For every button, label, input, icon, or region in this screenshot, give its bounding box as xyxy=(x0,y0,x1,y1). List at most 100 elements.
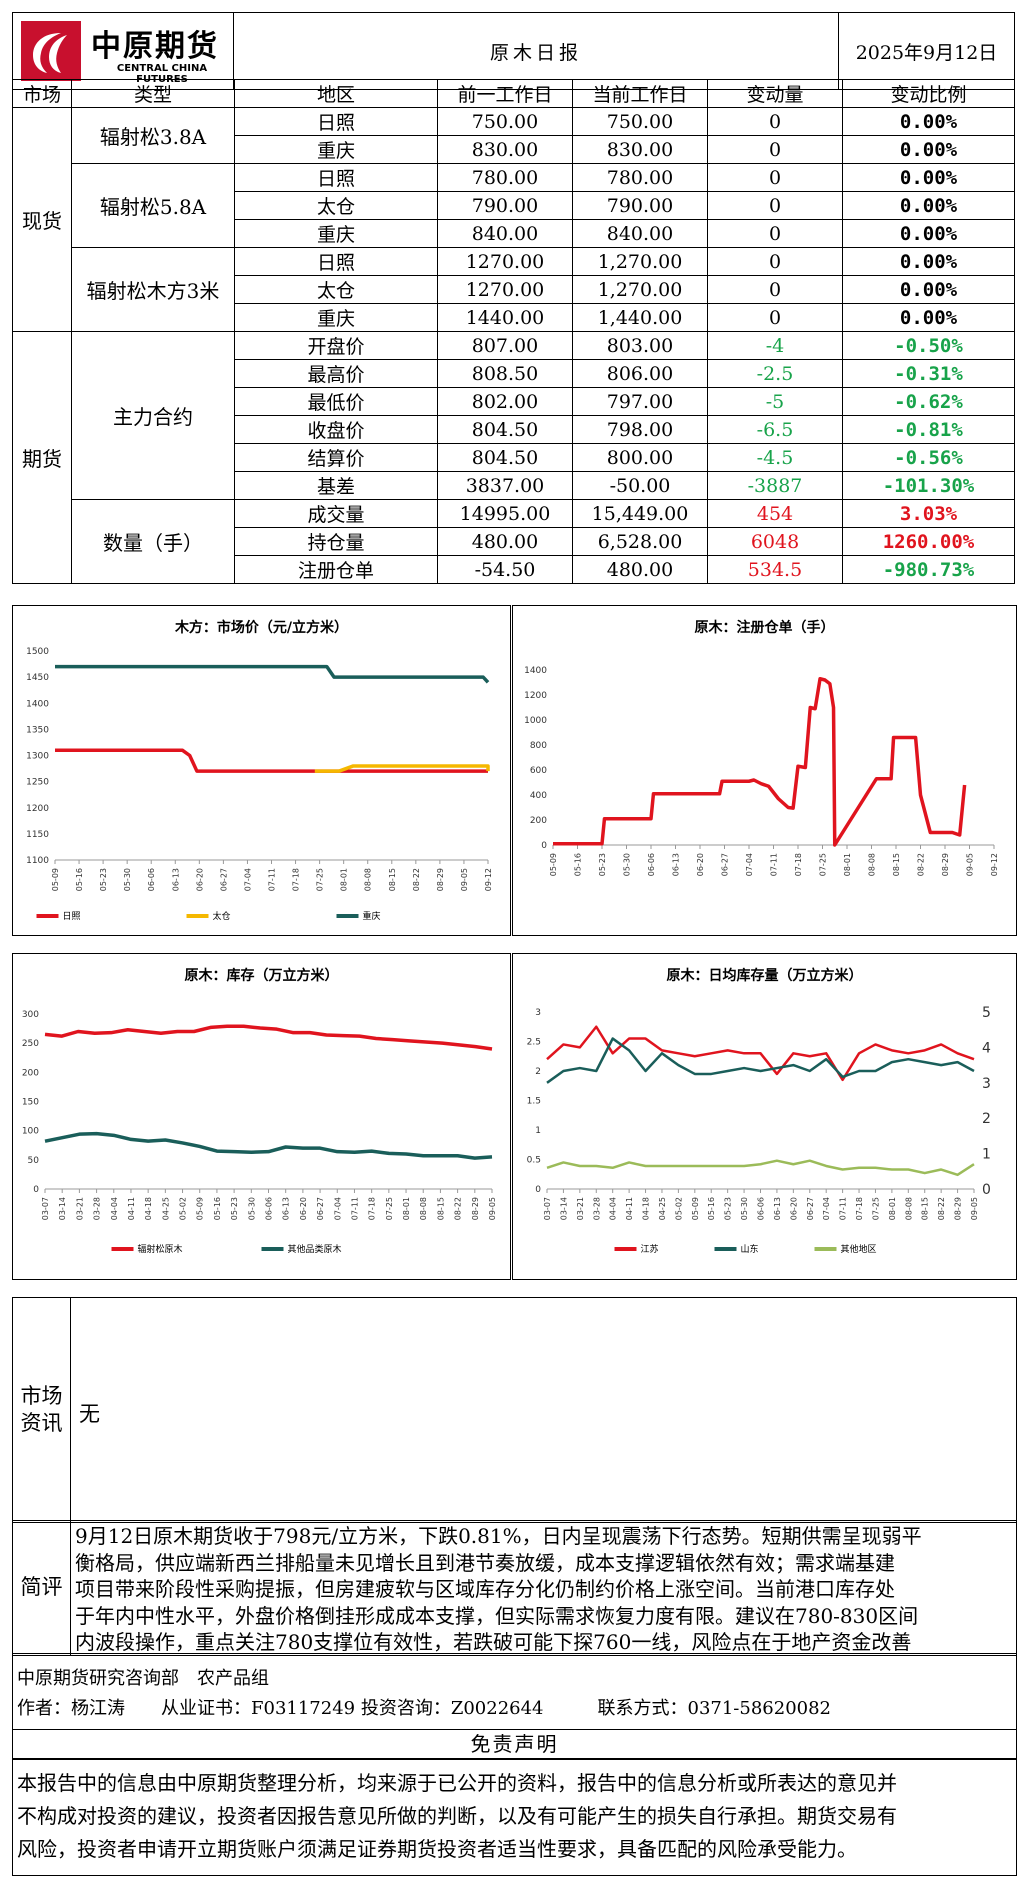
x-tick-label: 04-04 xyxy=(110,1197,119,1220)
y-tick-label: 250 xyxy=(22,1039,39,1049)
x-tick-label: 08-22 xyxy=(937,1197,946,1220)
chart-title: 原木：日均库存量（万立方米） xyxy=(667,967,863,984)
logo-cell: 中原期货 CENTRAL CHINA FUTURES xyxy=(12,12,234,90)
y-tick-label: 1000 xyxy=(524,716,547,726)
x-tick-label: 07-25 xyxy=(385,1197,394,1220)
type-cell: 辐射松3.8A xyxy=(71,107,235,164)
comment-line: 内波段操作，重点关注780支撑位有效性，若跌破可能下探760一线，风险点在于地产… xyxy=(75,1630,912,1654)
comment-line: 项目带来阶段性采购提振，但房建疲软与区域库存分化仍制约价格上涨空间。当前港口库存… xyxy=(75,1577,895,1601)
prev-value-cell: 807.00 xyxy=(437,331,573,360)
legend-label: 山东 xyxy=(741,1243,759,1255)
x-tick-label: 06-27 xyxy=(721,853,730,876)
x-tick-label: 06-13 xyxy=(773,1197,782,1220)
y-tick-label: 0 xyxy=(541,841,547,851)
x-tick-label: 03-07 xyxy=(543,1197,552,1220)
series-line-1 xyxy=(546,1037,975,1084)
region-cell: 持仓量 xyxy=(234,527,438,556)
x-tick-label: 08-08 xyxy=(904,1197,913,1220)
x-tick-label: 08-29 xyxy=(941,853,950,876)
y-tick-label: 0 xyxy=(33,1185,39,1195)
y-tick-label: 1200 xyxy=(26,804,49,814)
region-cell: 开盘价 xyxy=(234,331,438,360)
prev-value-cell: 780.00 xyxy=(437,163,573,192)
change-cell: 0 xyxy=(707,107,843,136)
change-cell: 454 xyxy=(707,499,843,528)
y-tick-label: 1300 xyxy=(26,752,49,762)
prev-value-cell: 830.00 xyxy=(437,135,573,164)
series-line-0 xyxy=(44,1024,493,1051)
table-row: 持仓量 480.00 6,528.00 6048 1260.00% xyxy=(13,527,1015,556)
change-pct-cell: 0.00% xyxy=(842,163,1015,192)
curr-value-cell: 1,270.00 xyxy=(572,275,708,304)
market-info-section: 市场资讯 无 xyxy=(12,1297,1017,1523)
x-tick-label: 08-08 xyxy=(364,868,373,891)
curr-value-cell: 6,528.00 xyxy=(572,527,708,556)
curr-value-cell: 750.00 xyxy=(572,107,708,136)
x-tick-label: 07-04 xyxy=(243,868,252,891)
x-tick-label: 09-12 xyxy=(990,853,999,876)
prev-value-cell: 750.00 xyxy=(437,107,573,136)
y-right-tick-label: 0 xyxy=(982,1182,991,1198)
series-line-1 xyxy=(314,764,490,773)
x-tick-label: 08-01 xyxy=(402,1197,411,1220)
region-cell: 日照 xyxy=(234,107,438,136)
legend-label: 重庆 xyxy=(363,910,381,922)
market-info-text: 无 xyxy=(79,1402,100,1426)
x-tick-label: 05-09 xyxy=(549,853,558,876)
x-tick-label: 03-21 xyxy=(576,1197,585,1220)
table-row: 现货 辐射松3.8A 日照 750.00 750.00 0 0.00% xyxy=(12,107,1015,332)
prev-value-cell: 808.50 xyxy=(437,359,573,388)
change-cell: -2.5 xyxy=(707,359,843,388)
change-cell: 0 xyxy=(707,191,843,220)
x-tick-label: 09-05 xyxy=(966,853,975,876)
chart-title: 原木：库存（万立方米） xyxy=(185,967,339,984)
region-cell: 成交量 xyxy=(234,499,438,528)
x-tick-label: 05-16 xyxy=(75,868,84,891)
change-pct-cell: 3.03% xyxy=(842,499,1015,528)
logo-chinese-name: 中原期货 xyxy=(91,29,219,64)
curr-value-cell: 797.00 xyxy=(572,387,708,416)
x-tick-label: 06-27 xyxy=(316,1197,325,1220)
table-header-row: 市场 类型 地区 前一工作日 当前工作日 变动量 变动比例 xyxy=(12,79,1015,108)
disclaimer-line: 本报告中的信息由中原期货整理分析，均来源于已公开的资料，报告中的信息分析或所表达… xyxy=(17,1771,897,1795)
col-header: 变动比例 xyxy=(842,79,1015,108)
x-tick-label: 06-13 xyxy=(672,853,681,876)
change-pct-cell: -0.81% xyxy=(842,415,1015,444)
y-tick-label: 0.5 xyxy=(527,1156,541,1166)
region-cell: 注册仓单 xyxy=(234,555,438,584)
y-tick-label: 200 xyxy=(530,816,547,826)
chart-daily-outbound: 原木：日均库存量（万立方米） 0 0.5 1 1.5 2 2.5 3 0 1 2 3 4 5 03-07 03… xyxy=(512,953,1017,1280)
legend-label: 其他品类原木 xyxy=(288,1243,342,1255)
x-tick-label: 08-22 xyxy=(454,1197,463,1220)
change-pct-cell: -0.31% xyxy=(842,359,1015,388)
change-cell: 0 xyxy=(707,163,843,192)
x-tick-label: 04-18 xyxy=(642,1197,651,1220)
prev-value-cell: 790.00 xyxy=(437,191,573,220)
change-pct-cell: -0.50% xyxy=(842,331,1015,360)
y-tick-label: 1400 xyxy=(524,666,547,676)
author-line: 作者：杨江涛 从业证书：F03117249 投资咨询：Z0022644 联系方式… xyxy=(17,1698,832,1719)
change-pct-cell: 1260.00% xyxy=(842,527,1015,556)
x-tick-label: 06-06 xyxy=(147,868,156,891)
table-row: 期货 主力合约 开盘价 807.00 803.00 -4 -0.50% xyxy=(12,331,1015,584)
y-right-tick-label: 3 xyxy=(982,1076,991,1092)
x-tick-label: 09-12 xyxy=(484,868,493,891)
series-line-0 xyxy=(553,677,967,847)
y-tick-label: 0 xyxy=(535,1185,541,1195)
x-tick-label: 07-18 xyxy=(368,1197,377,1220)
table-row: 辐射松5.8A 日照 780.00 780.00 0 0.00% xyxy=(13,163,1015,248)
table-row: 太仓 790.00 790.00 0 0.00% xyxy=(13,191,1015,220)
x-tick-label: 04-25 xyxy=(658,1197,667,1220)
col-header: 变动量 xyxy=(707,79,843,108)
report-header: 中原期货 CENTRAL CHINA FUTURES 原木日报 2025年9月1… xyxy=(12,12,1015,90)
y-tick-label: 1250 xyxy=(26,778,49,788)
x-tick-label: 08-08 xyxy=(868,853,877,876)
x-tick-label: 08-15 xyxy=(892,853,901,876)
disclaimer-text: 本报告中的信息由中原期货整理分析，均来源于已公开的资料，报告中的信息分析或所表达… xyxy=(17,1767,1012,1866)
comment-line: 衡格局，供应端新西兰排船量未见增长且到港节奏放缓，成本支撑逻辑依然有效；需求端基… xyxy=(75,1550,895,1575)
report-title: 原木日报 xyxy=(233,12,839,90)
region-cell: 重庆 xyxy=(234,219,438,248)
table-row: 辐射松木方3米 日照 1270.00 1,270.00 0 0.00% xyxy=(13,247,1015,332)
x-tick-label: 08-22 xyxy=(412,868,421,891)
x-tick-label: 08-01 xyxy=(340,868,349,891)
